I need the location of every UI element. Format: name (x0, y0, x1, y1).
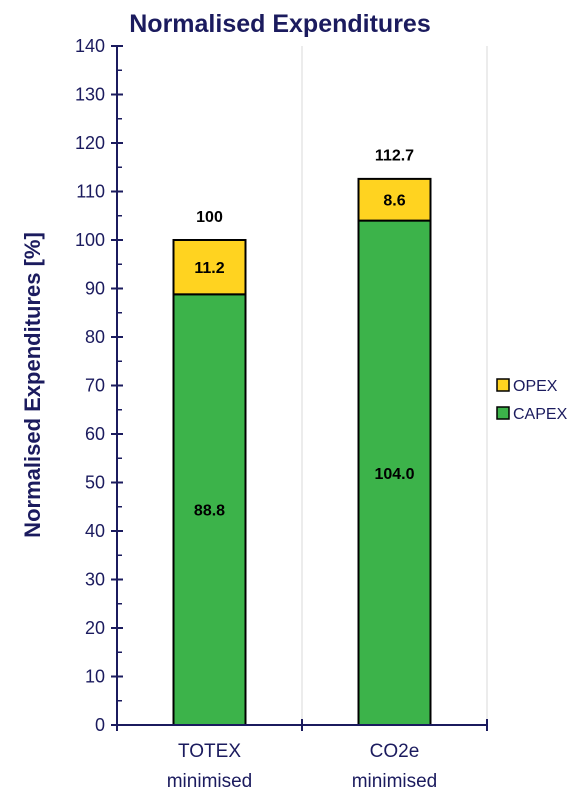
y-tick-label: 10 (85, 667, 105, 687)
data-label-capex: 104.0 (374, 466, 414, 483)
bar-opex-2 (357, 177, 432, 222)
grid-layer (301, 46, 488, 725)
y-tick-label: 100 (75, 230, 105, 250)
y-tick-label: 60 (85, 424, 105, 444)
legend: OPEX CAPEX (496, 378, 568, 423)
data-label-opex: 8.6 (383, 193, 405, 210)
bar-capex-1 (172, 293, 247, 726)
legend-swatch-opex (496, 378, 510, 392)
y-tick-label: 80 (85, 327, 105, 347)
bar-opex-1 (172, 239, 247, 296)
legend-label-opex: OPEX (513, 378, 558, 395)
y-axis-label: Normalised Expenditures [%] (20, 232, 45, 538)
x-tick-label: minimised (167, 771, 253, 792)
total-label: 100 (196, 209, 223, 226)
y-tick-label: 140 (75, 36, 105, 56)
y-tick-label: 20 (85, 618, 105, 638)
x-tick-label: CO2e (370, 741, 420, 762)
x-tick-label: TOTEX (178, 741, 241, 762)
data-label-opex: 11.2 (194, 260, 224, 277)
y-tick-label: 30 (85, 570, 105, 590)
labels-layer: 88.8 11.2 100 104.0 8.6 112.7 (194, 147, 415, 519)
legend-swatch-capex (496, 406, 510, 420)
y-tick-label: 110 (76, 182, 105, 202)
chart-title: Normalised Expenditures (129, 10, 430, 38)
legend-label-capex: CAPEX (513, 406, 568, 423)
bar-capex-2 (357, 219, 432, 726)
total-label: 112.7 (375, 147, 414, 164)
y-tick-label: 90 (85, 279, 105, 299)
x-tick-label: minimised (352, 771, 438, 792)
y-tick-label: 50 (85, 473, 105, 493)
data-label-capex: 88.8 (194, 503, 225, 520)
y-tick-label: 70 (85, 376, 105, 396)
y-tick-label: 120 (75, 133, 105, 153)
y-tick-label: 40 (85, 521, 105, 541)
bars-layer (172, 177, 432, 726)
axis-layer: TOTEX minimised CO2e minimised 0 10 20 30 40 50 60… (75, 36, 488, 792)
y-tick-label: 130 (75, 85, 105, 105)
y-tick-label: 0 (95, 715, 105, 735)
